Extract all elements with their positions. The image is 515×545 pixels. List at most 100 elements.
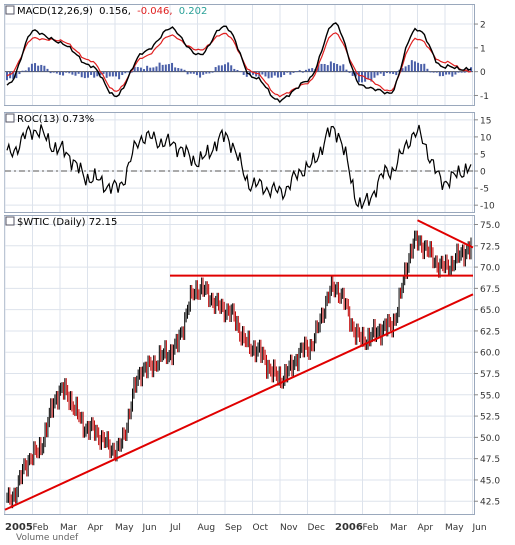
macd-histogram-bar [445, 71, 448, 75]
macd-histogram-bar [345, 69, 348, 72]
macd-histogram-bar [65, 71, 68, 73]
macd-histogram-bar [68, 71, 71, 74]
price-panel [4, 215, 475, 515]
macd-histogram-bar [139, 67, 142, 72]
macd-histogram-bar [413, 61, 416, 72]
macd-histogram-bar [432, 71, 435, 73]
macd-histogram-bar [373, 71, 376, 78]
x-tick-label: Aug [198, 523, 216, 533]
x-tick-label: Mar [390, 523, 407, 533]
x-tick-label: Nov [280, 523, 298, 533]
macd-histogram-bar [423, 63, 426, 72]
macd-histogram-bar [361, 71, 364, 83]
trendline [4, 293, 474, 511]
y-tick-label: 10 [480, 133, 492, 143]
macd-histogram-bar [52, 71, 55, 73]
macd-histogram-bar [289, 71, 292, 75]
macd-histogram-bar [146, 65, 149, 72]
x-tick-label: Feb [363, 523, 379, 533]
macd-histogram-bar [426, 68, 429, 72]
macd-histogram-bar [108, 71, 111, 77]
roc-label: ROC(13) 0.73% [17, 114, 94, 125]
grid-lines [4, 5, 474, 514]
x-tick-label: Mar [60, 523, 77, 533]
macd-line [6, 22, 472, 104]
macd-histogram-bar [208, 71, 211, 74]
macd-histogram-bar [220, 65, 223, 72]
y-tick-label: 60.0 [480, 349, 500, 359]
macd-histogram-bar [133, 66, 136, 72]
x-tick-label: May [115, 523, 134, 533]
macd-histogram-bar [149, 67, 152, 72]
macd-histogram-bar [180, 68, 183, 72]
macd-histogram-bar [205, 71, 208, 74]
price-label: $WTIC (Daily) 72.15 [17, 217, 117, 228]
macd-histogram-bar [158, 62, 161, 72]
macd-histogram-bar [21, 70, 24, 72]
macd-histogram-bar [230, 65, 233, 72]
macd-histogram-bar [217, 65, 220, 72]
macd-histogram-bar [177, 68, 180, 72]
x-tick-label: Sep [225, 523, 242, 533]
x-tick-label: Jul [169, 523, 181, 533]
macd-histogram-bar [233, 68, 236, 72]
macd-histogram-bar [171, 62, 174, 72]
macd-histogram-bar [118, 71, 121, 80]
macd-histogram-bar [395, 71, 398, 76]
macd-histogram-bar [460, 71, 463, 73]
macd-histogram-bar [183, 69, 186, 72]
macd-histogram-bar [404, 66, 407, 72]
macd-histogram-bar [102, 71, 105, 74]
roc-legend-box [5, 113, 15, 123]
y-tick-label: -1 [480, 92, 489, 102]
macd-histogram-bar [155, 66, 158, 72]
y-tick-label: 0 [480, 168, 486, 178]
macd-histogram-bar [264, 71, 267, 77]
macd-histogram-bar [385, 71, 388, 74]
macd-histogram-bar [202, 71, 205, 75]
macd-legend: MACD(12,26,9) 0.156, -0.046, 0.202 [5, 5, 207, 17]
macd-histogram-bar [379, 71, 382, 74]
macd-histogram-bar [130, 71, 133, 73]
macd-histogram-bar [407, 64, 410, 72]
macd-histogram-bar [438, 71, 441, 77]
macd-histogram-bar [420, 64, 423, 72]
macd-histogram-bar [245, 71, 248, 77]
macd-histogram-bar [326, 65, 329, 72]
roc-plot [5, 124, 473, 209]
y-tick-label: -5 [480, 185, 489, 195]
macd-histogram-bar [239, 71, 242, 73]
macd-histogram-bar [329, 61, 332, 72]
macd-histogram-bar [351, 71, 354, 76]
y-tick-label: 50.0 [480, 434, 500, 444]
y-tick-label: 5 [480, 150, 486, 160]
roc-line [6, 124, 472, 209]
x-axis-ticks: 2005 Feb Mar Apr May Jun Jul Aug Sep Oct Nov Dec 200… [5, 522, 487, 533]
macd-histogram-bar [336, 64, 339, 72]
macd-histogram-bar [370, 71, 373, 82]
macd-histogram-bar [389, 71, 392, 74]
macd-histogram-bar [143, 69, 146, 72]
macd-plot [5, 22, 473, 104]
macd-histogram-bar [18, 71, 21, 75]
macd-label: MACD(12,26,9) [17, 6, 93, 17]
macd-histogram-bar [99, 71, 102, 76]
y-tick-label: 65.0 [480, 306, 500, 316]
macd-histogram-bar [86, 71, 89, 78]
macd-histogram-bar [463, 71, 466, 73]
macd-histogram-bar [43, 65, 46, 72]
macd-histogram-bar [323, 64, 326, 72]
y-tick-label: 67.5 [480, 285, 500, 295]
macd-histogram-bar [127, 71, 130, 73]
y-tick-label: 1 [480, 44, 486, 54]
macd-histogram-bar [298, 70, 301, 72]
macd-histogram-bar [248, 71, 251, 76]
y-tick-label: 52.5 [480, 413, 500, 423]
macd-histogram-bar [417, 62, 420, 72]
macd-histogram-bar [161, 64, 164, 72]
macd-histogram-bar [276, 71, 279, 78]
y-tick-label: 0 [480, 68, 486, 78]
macd-histogram-bar [357, 71, 360, 83]
macd-histogram-bar [354, 71, 357, 77]
